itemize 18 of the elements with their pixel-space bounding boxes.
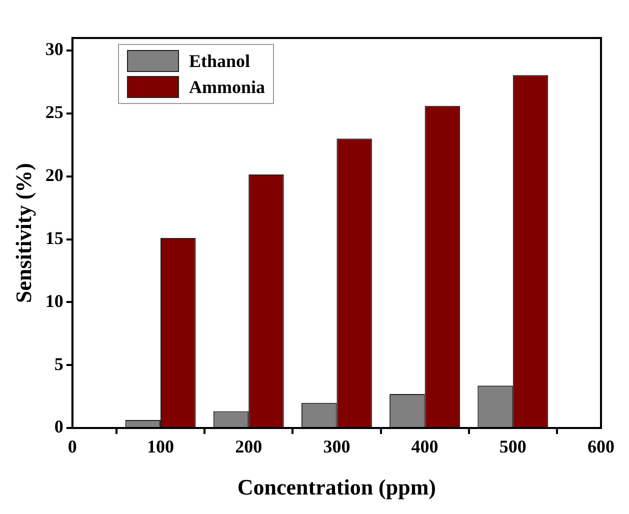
x-tick-label: 600 (588, 436, 614, 456)
y-tick-label: 20 (45, 165, 64, 186)
x-axis-title: Concentration (ppm) (237, 474, 436, 500)
x-tick-label: 100 (147, 436, 174, 456)
y-axis-title: Sensitivity (%) (10, 163, 36, 303)
x-tick-label: 0 (68, 436, 77, 456)
y-tick-label: 10 (45, 290, 64, 311)
x-tick-label: 300 (323, 436, 350, 456)
legend-label: Ethanol (189, 50, 250, 73)
legend-label: Ammonia (189, 76, 265, 99)
y-tick-label: 15 (45, 228, 64, 248)
y-tick-label: 25 (45, 102, 64, 122)
y-tick-label: 0 (54, 416, 64, 437)
x-tick-label: 500 (499, 436, 526, 456)
x-tick-label: 400 (411, 436, 438, 456)
x-tick-label: 200 (235, 436, 262, 456)
y-tick-label: 30 (45, 39, 64, 60)
y-tick-label: 5 (54, 354, 64, 374)
